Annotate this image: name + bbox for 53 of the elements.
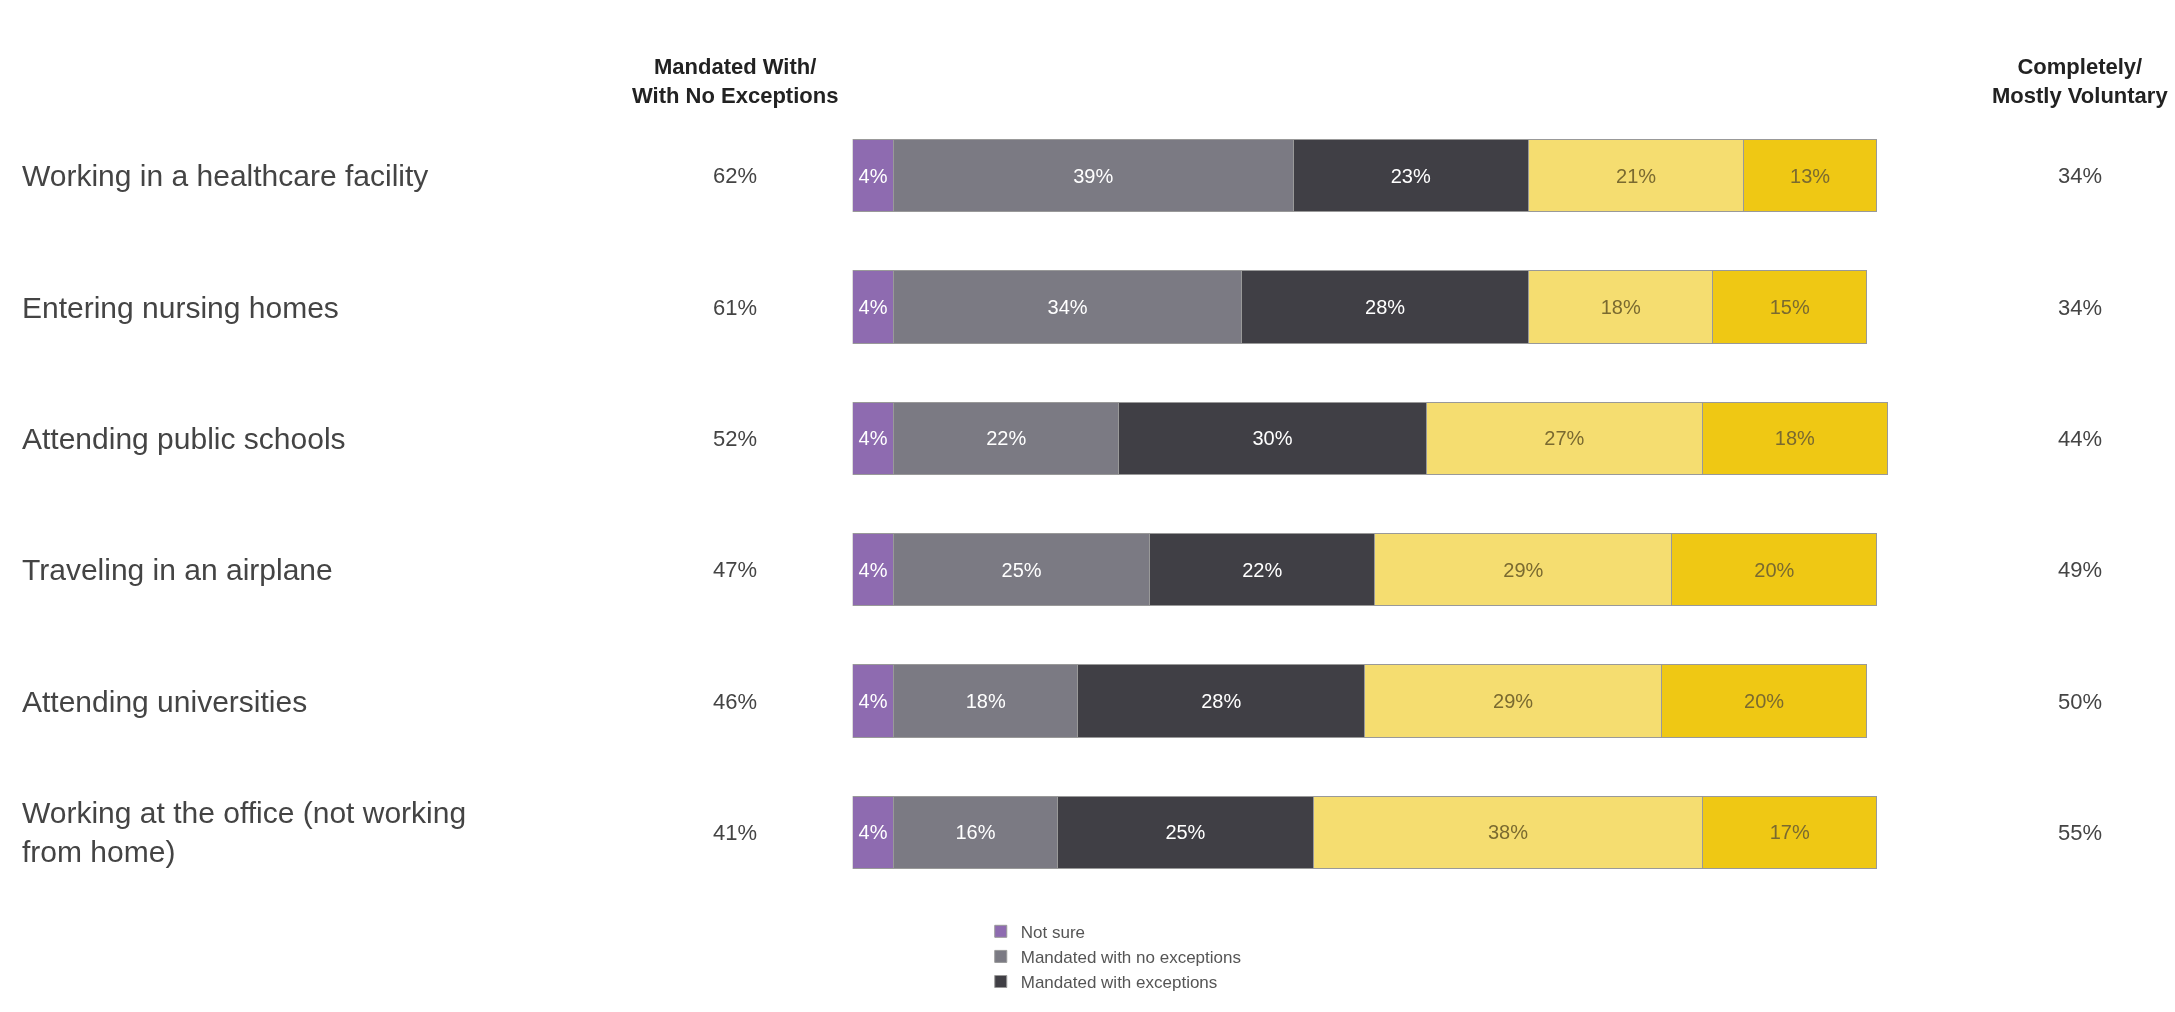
data-label: 13% [1790,164,1831,187]
data-label: 28% [1365,296,1406,318]
data-label: 39% [1073,164,1114,187]
text: Mandated With/ With No Exceptions [632,54,839,108]
data-label: 18% [1774,427,1816,450]
data-label: 27% [1544,427,1585,450]
data-label: 34% [1047,296,1088,318]
data-label: 4% [858,296,888,318]
data-label: 15% [1769,296,1810,318]
data-label: 23% [1390,164,1431,187]
legend-label: Not sure [1020,922,1085,942]
y-tick-label: Attending public schools [22,422,346,455]
text: 34% [2058,163,2103,188]
text: 47% [713,557,758,582]
data-label: 4% [858,690,888,712]
text: Completely/ Mostly Voluntary [1992,54,2169,108]
data-label: 17% [1769,821,1810,844]
data-label: 4% [858,164,888,187]
data-label: 29% [1493,690,1534,712]
y-tick-label: Attending universities [22,685,308,718]
y-tick-label: Entering nursing homes [22,291,339,324]
y-tick-label: Traveling in an airplane [22,553,333,586]
text: 34% [2058,295,2103,320]
text: 55% [2058,820,2103,845]
y-tick-label: Working in a healthcare facility [22,159,429,192]
legend-label: Mandated with no exceptions [1020,948,1241,968]
text: 44% [2058,426,2103,451]
data-label: 25% [1001,558,1042,581]
data-label: 21% [1616,164,1657,187]
text: 41% [713,820,758,845]
data-label: 22% [986,427,1027,450]
text: 46% [713,689,758,714]
data-label: 20% [1744,690,1785,712]
y-tick-label: Working at the office (not working from home) [22,796,467,868]
data-label: 4% [858,821,888,844]
data-label: 18% [965,690,1006,712]
text: 52% [713,426,758,451]
data-label: 28% [1201,690,1242,712]
data-label: 30% [1252,427,1293,450]
text: 61% [713,295,758,320]
legend-label: Mandated with exceptions [1020,973,1218,993]
data-label: 16% [955,821,996,844]
data-label: 18% [1600,296,1641,318]
text: 62% [713,163,758,188]
data-label: 38% [1487,821,1529,844]
data-label: 20% [1754,558,1795,581]
data-label: 25% [1165,821,1206,844]
data-label: 4% [858,427,888,450]
data-label: 29% [1503,558,1544,581]
text: 50% [2058,689,2103,714]
text: 49% [2058,557,2103,582]
data-label: 4% [858,558,888,581]
data-label: 22% [1242,558,1283,581]
